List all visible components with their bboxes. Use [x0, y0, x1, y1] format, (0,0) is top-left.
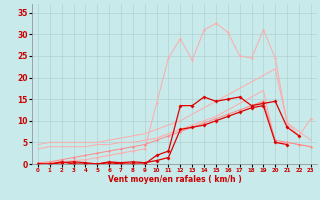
- X-axis label: Vent moyen/en rafales ( km/h ): Vent moyen/en rafales ( km/h ): [108, 175, 241, 184]
